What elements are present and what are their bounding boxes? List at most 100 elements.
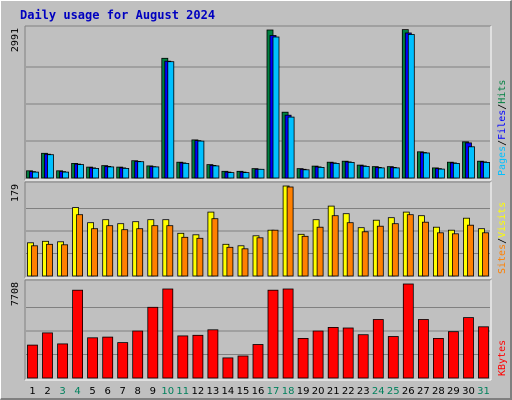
bar-kbytes-day-13 bbox=[207, 329, 219, 379]
x-tick-label: 17 bbox=[267, 386, 280, 397]
x-tick-label: 29 bbox=[447, 386, 460, 397]
bar-pages-day-31 bbox=[483, 161, 490, 179]
x-tick-label: 7 bbox=[120, 386, 126, 397]
bar-pages-day-21 bbox=[332, 162, 340, 179]
bar-pages-day-14 bbox=[227, 172, 235, 179]
bar-pages-day-2 bbox=[47, 154, 54, 179]
bar-sites-day-14 bbox=[226, 246, 234, 277]
bar-pages-day-17 bbox=[272, 36, 280, 179]
bar-sites-day-17 bbox=[271, 229, 279, 277]
x-tick-label: 12 bbox=[192, 386, 205, 397]
panel-kbytes: 7708 KBytes bbox=[10, 279, 508, 381]
bar-pages-day-20 bbox=[317, 166, 325, 179]
legend-entry: Files bbox=[497, 110, 508, 140]
legend-entry: / bbox=[497, 238, 508, 244]
bar-kbytes-day-14 bbox=[222, 357, 234, 379]
bar-pages-day-5 bbox=[92, 167, 99, 179]
bar-sites-day-15 bbox=[241, 248, 249, 277]
bar-pages-day-29 bbox=[452, 162, 460, 179]
bar-kbytes-day-8 bbox=[132, 330, 144, 379]
bar-pages-day-4 bbox=[77, 164, 84, 179]
bar-kbytes-day-21 bbox=[327, 326, 339, 379]
bar-sites-day-2 bbox=[46, 243, 53, 277]
bar-pages-day-12 bbox=[197, 140, 205, 179]
bar-pages-day-1 bbox=[32, 171, 39, 179]
bar-sites-day-3 bbox=[61, 244, 68, 277]
legend: KBytes bbox=[497, 340, 508, 376]
bar-sites-day-7 bbox=[121, 229, 129, 277]
bar-pages-day-9 bbox=[152, 166, 160, 179]
bar-pages-day-19 bbox=[302, 169, 310, 179]
bar-pages-day-18 bbox=[287, 116, 295, 179]
bar-sites-day-24 bbox=[376, 225, 384, 277]
bar-sites-day-30 bbox=[467, 224, 474, 277]
legend-entry: KBytes bbox=[497, 340, 508, 376]
x-tick-label: 15 bbox=[237, 386, 250, 397]
bar-pages-day-28 bbox=[437, 168, 445, 179]
bar-kbytes-day-15 bbox=[237, 355, 249, 379]
x-axis-labels: 1 2 3 4 5 6 7 8 9 10 11 12 13 14 15 16 17 18 19 20 21 22 23 24 2… bbox=[29, 386, 490, 397]
panel-visits-sites: 179 Sites/Visits bbox=[10, 181, 508, 279]
x-tick-label: 3 bbox=[59, 386, 65, 397]
bar-pages-day-24 bbox=[377, 167, 385, 179]
bar-kbytes-day-30 bbox=[463, 317, 474, 379]
bar-sites-day-16 bbox=[256, 237, 264, 277]
bar-pages-day-25 bbox=[392, 167, 400, 179]
bar-kbytes-day-11 bbox=[177, 335, 189, 379]
x-tick-label: 1 bbox=[29, 386, 35, 397]
bar-sites-day-11 bbox=[181, 236, 189, 277]
x-tick-label: 31 bbox=[477, 386, 490, 397]
bar-sites-day-5 bbox=[91, 228, 98, 277]
x-tick-label: 20 bbox=[312, 386, 325, 397]
bar-pages-day-3 bbox=[62, 171, 69, 179]
bar-pages-day-27 bbox=[422, 152, 430, 179]
bar-pages-day-16 bbox=[257, 168, 265, 179]
bar-kbytes-day-1 bbox=[27, 344, 38, 379]
x-tick-label: 6 bbox=[105, 386, 111, 397]
x-tick-label: 16 bbox=[252, 386, 265, 397]
legend-entry: / bbox=[497, 104, 508, 110]
bar-kbytes-day-17 bbox=[267, 289, 279, 379]
bar-sites-day-4 bbox=[76, 214, 83, 277]
x-tick-label: 5 bbox=[89, 386, 95, 397]
x-tick-label: 11 bbox=[176, 386, 189, 397]
bar-kbytes-day-7 bbox=[117, 342, 129, 379]
legend-entry: Visits bbox=[497, 202, 508, 238]
x-tick-label: 14 bbox=[222, 386, 235, 397]
bar-pages-day-15 bbox=[242, 172, 250, 179]
bar-kbytes-day-4 bbox=[72, 289, 83, 379]
bar-kbytes-day-16 bbox=[252, 344, 264, 379]
bar-kbytes-day-2 bbox=[42, 332, 53, 379]
bar-sites-day-10 bbox=[166, 225, 174, 277]
bar-kbytes-day-28 bbox=[432, 337, 444, 379]
bar-sites-day-12 bbox=[196, 237, 204, 277]
bar-kbytes-day-12 bbox=[192, 334, 204, 379]
bar-kbytes-day-22 bbox=[342, 327, 354, 379]
x-tick-label: 10 bbox=[161, 386, 174, 397]
x-tick-label: 26 bbox=[402, 386, 415, 397]
bar-kbytes-day-5 bbox=[87, 337, 98, 379]
bar-pages-day-6 bbox=[107, 166, 115, 179]
bar-sites-day-19 bbox=[301, 235, 309, 277]
bar-kbytes-day-9 bbox=[147, 306, 159, 379]
bar-kbytes-day-19 bbox=[297, 337, 309, 379]
bar-pages-day-13 bbox=[212, 165, 220, 179]
legend-entry: Sites bbox=[497, 244, 508, 274]
bar-pages-day-7 bbox=[122, 167, 130, 179]
bar-sites-day-25 bbox=[391, 223, 399, 277]
bar-pages-day-26 bbox=[407, 34, 415, 179]
x-tick-label: 13 bbox=[207, 386, 220, 397]
bar-kbytes-day-23 bbox=[357, 334, 369, 379]
bar-sites-day-20 bbox=[316, 226, 324, 277]
bar-sites-day-18 bbox=[286, 186, 294, 277]
bar-kbytes-day-31 bbox=[478, 326, 489, 379]
bar-sites-day-6 bbox=[106, 225, 114, 277]
bar-kbytes-day-6 bbox=[102, 336, 114, 379]
bar-pages-day-8 bbox=[137, 161, 145, 179]
bar-pages-day-11 bbox=[182, 162, 190, 179]
bar-kbytes-day-20 bbox=[312, 330, 324, 379]
x-tick-label: 30 bbox=[462, 386, 475, 397]
x-tick-label: 21 bbox=[327, 386, 340, 397]
